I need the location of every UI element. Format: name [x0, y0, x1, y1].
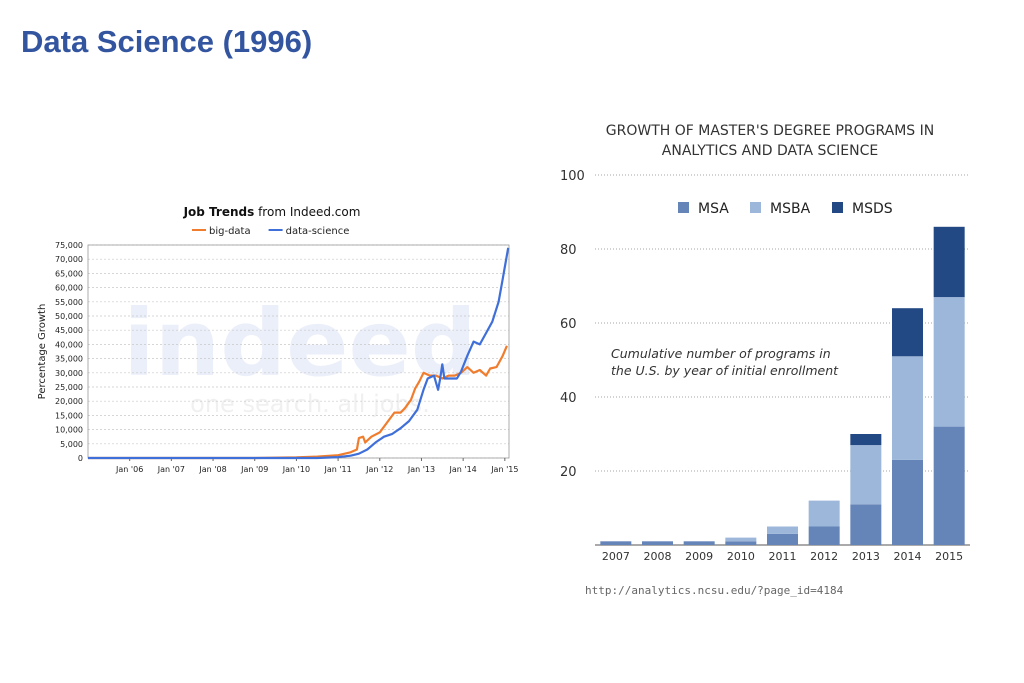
bar-msba-2011: [767, 526, 798, 534]
bar-msa-2011: [767, 533, 798, 545]
bar-msds-2014: [892, 308, 923, 357]
y-tick-label: 65,000: [55, 269, 83, 278]
y-tick-label: 25,000: [55, 383, 83, 392]
legend-label: MSDS: [852, 201, 893, 217]
bar-msds-2013: [850, 434, 882, 446]
x-tick-label: 2011: [769, 550, 797, 563]
series-line-data-science: [88, 247, 510, 460]
x-tick-label: 2007: [602, 550, 630, 563]
x-tick-label: 2012: [810, 550, 838, 563]
y-tick-label: 45,000: [55, 326, 83, 335]
y-tick-label: 20,000: [55, 397, 83, 406]
y-tick-label: 70,000: [55, 255, 83, 264]
y-tick-label: 40,000: [55, 340, 83, 349]
legend: big-data data-science: [192, 226, 349, 237]
y-tick-label: 100: [560, 169, 585, 184]
watermark-logo: indeed: [123, 290, 477, 397]
y-tick-label: 15,000: [55, 411, 83, 420]
legend-swatch: [678, 202, 689, 213]
x-tick-label: Jan '13: [407, 465, 435, 474]
legend-swatch: [832, 202, 843, 213]
bar-msba-2013: [850, 445, 882, 505]
y-tick-label: 50,000: [55, 312, 83, 321]
y-axis-label: Percentage Growth: [37, 304, 48, 400]
y-tick-label: 35,000: [55, 355, 83, 364]
chart-title-line: ANALYTICS AND DATA SCIENCE: [662, 143, 878, 159]
bar-msba-2010: [725, 537, 757, 542]
y-tick-label: 0: [78, 454, 83, 463]
y-tick-label: 20: [560, 465, 577, 480]
legend-swatch: [750, 202, 761, 213]
annotation-line: Cumulative number of programs in: [611, 346, 831, 361]
x-tick-label: 2015: [935, 550, 963, 563]
y-tick-label: 40: [560, 391, 577, 406]
y-tick-label: 5,000: [60, 440, 83, 449]
x-tick-label: Jan '06: [115, 465, 143, 474]
programs-growth-chart: GROWTH OF MASTER'S DEGREE PROGRAMS IN ANA…: [560, 123, 970, 563]
x-tick-label: Jan '14: [449, 465, 477, 474]
bar-msds-2015: [933, 226, 965, 298]
chart-title: Job Trends from Indeed.com: [183, 205, 361, 219]
chart-title-source: from Indeed.com: [254, 205, 360, 219]
x-tick-label: Jan '07: [157, 465, 185, 474]
x-tick-label: Jan '10: [282, 465, 310, 474]
y-tick-label: 60,000: [55, 284, 83, 293]
bar-msba-2014: [892, 356, 923, 460]
x-tick-label: 2009: [685, 550, 713, 563]
x-tick-label: Jan '15: [490, 465, 518, 474]
source-url: http://analytics.ncsu.edu/?page_id=4184: [585, 584, 844, 597]
y-tick-label: 60: [560, 317, 577, 332]
bar-msa-2014: [892, 459, 923, 545]
slide-title: Data Science (1996): [21, 24, 313, 59]
y-tick-label: 10,000: [55, 426, 83, 435]
y-tick-label: 80: [560, 243, 577, 258]
legend-label: big-data: [209, 226, 251, 237]
bar-msba-2015: [933, 297, 965, 427]
chart-title-line: GROWTH OF MASTER'S DEGREE PROGRAMS IN: [606, 123, 934, 139]
x-tick-label: 2008: [644, 550, 672, 563]
bar-msba-2012: [808, 500, 840, 527]
x-tick-label: Jan '08: [198, 465, 226, 474]
bar-msa-2013: [850, 504, 882, 545]
y-tick-label: 30,000: [55, 369, 83, 378]
annotation-line: the U.S. by year of initial enrollment: [611, 363, 839, 378]
y-tick-label: 75,000: [55, 241, 83, 250]
bar-msa-2012: [808, 526, 840, 545]
legend-label: MSBA: [770, 201, 811, 217]
y-tick-label: 55,000: [55, 298, 83, 307]
x-tick-label: Jan '09: [240, 465, 268, 474]
x-tick-label: 2014: [894, 550, 922, 563]
bar-msa-2009: [683, 541, 715, 545]
bar-msa-2010: [725, 541, 757, 545]
bar-msa-2007: [600, 541, 632, 545]
legend-label: data-science: [286, 226, 350, 237]
watermark-tagline: one search. all jobs.: [190, 390, 430, 418]
bar-msa-2008: [642, 541, 673, 545]
legend-label: MSA: [698, 201, 729, 217]
chart-title-bold: Job Trends: [183, 205, 255, 219]
x-tick-label: 2010: [727, 550, 755, 563]
x-tick-label: Jan '11: [323, 465, 351, 474]
series-line-big-data: [88, 345, 508, 460]
bar-msa-2015: [933, 426, 965, 545]
x-tick-label: Jan '12: [365, 465, 393, 474]
x-tick-label: 2013: [852, 550, 880, 563]
